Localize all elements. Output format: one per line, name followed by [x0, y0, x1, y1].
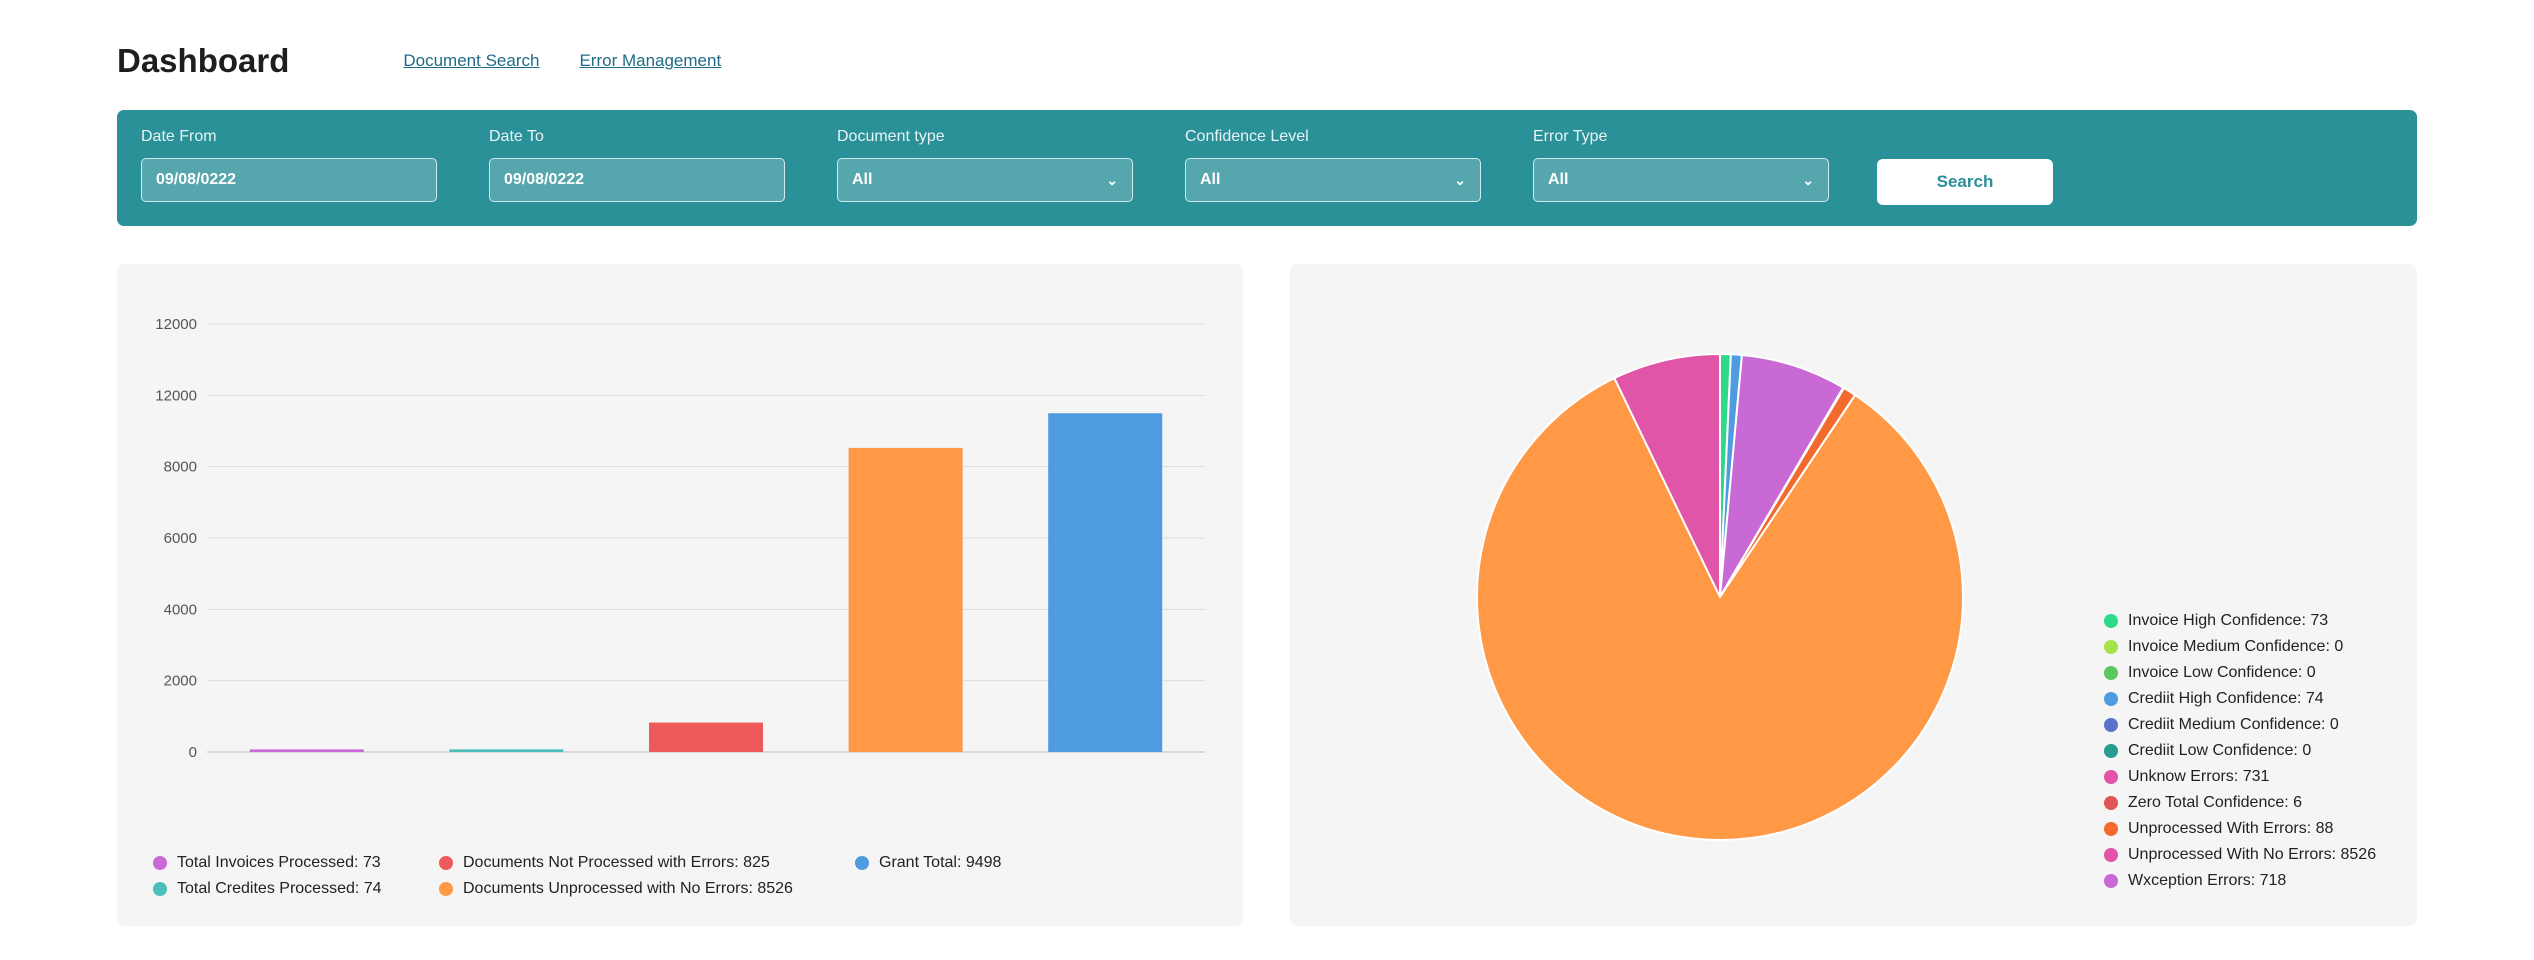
legend-item: Grant Total: 9498 — [855, 854, 1001, 872]
error-management-link[interactable]: Error Management — [579, 51, 722, 70]
legend-label: Unprocessed With No Errors: 8526 — [2128, 846, 2377, 863]
legend-item: Unknow Errors: 731 — [2104, 764, 2376, 790]
chevron-down-icon: ⌄ — [1802, 171, 1814, 188]
legend-swatch — [2104, 796, 2118, 810]
pie-chart — [1476, 352, 1964, 841]
legend-swatch — [2104, 614, 2118, 628]
legend-swatch — [439, 882, 453, 896]
confidence-level-label: Confidence Level — [1185, 128, 1309, 145]
error-type-value: All — [1548, 171, 1569, 188]
legend-label: Documents Unprocessed with No Errors: 85… — [463, 880, 793, 897]
pie-slice[interactable] — [1613, 352, 1721, 598]
legend-label: Total Credites Processed: 74 — [177, 880, 382, 897]
legend-label: Invoice Low Confidence: 0 — [2128, 664, 2316, 681]
legend-label: Crediit Low Confidence: 0 — [2128, 742, 2312, 759]
date-from-field: Date From 09/08/0222 — [141, 128, 437, 202]
bar[interactable] — [649, 722, 763, 752]
legend-item: Total Credites Processed: 74 — [153, 880, 382, 898]
bar[interactable] — [848, 447, 963, 752]
legend-item: Unprocessed With No Errors: 8526 — [2104, 842, 2376, 868]
bar[interactable] — [1048, 413, 1163, 752]
legend-swatch — [2104, 692, 2118, 706]
legend-swatch — [2104, 848, 2118, 862]
y-tick-label: 6000 — [164, 530, 197, 547]
page-header: Dashboard Document Search Error Manageme… — [117, 36, 721, 86]
legend-swatch — [855, 856, 869, 870]
y-tick-label: 8000 — [164, 459, 197, 476]
search-button[interactable]: Search — [1877, 159, 2053, 205]
legend-item: Wxception Errors: 718 — [2104, 868, 2376, 894]
confidence-level-field: Confidence Level All ⌄ — [1185, 128, 1481, 202]
pie-chart-panel: Invoice High Confidence: 73 Invoice Medi… — [1290, 264, 2417, 926]
document-search-link[interactable]: Document Search — [403, 51, 540, 70]
legend-swatch — [2104, 770, 2118, 784]
legend-swatch — [2104, 822, 2118, 836]
legend-label: Total Invoices Processed: 73 — [177, 854, 381, 871]
confidence-level-select[interactable]: All ⌄ — [1185, 158, 1481, 202]
date-from-value: 09/08/0222 — [156, 171, 237, 188]
legend-swatch — [2104, 718, 2118, 732]
legend-item: Zero Total Confidence: 6 — [2104, 790, 2376, 816]
date-from-input[interactable]: 09/08/0222 — [141, 158, 437, 202]
bar-chart: 0 2000 4000 6000 8000 12000 12000 — [155, 316, 1205, 761]
error-type-field: Error Type All ⌄ — [1533, 128, 1829, 202]
legend-item: Crediit Medium Confidence: 0 — [2104, 712, 2376, 738]
document-type-label: Document type — [837, 128, 945, 145]
date-from-label: Date From — [141, 128, 217, 145]
legend-item: Invoice Medium Confidence: 0 — [2104, 634, 2376, 660]
top-nav: Document Search Error Management — [403, 51, 721, 71]
legend-label: Unprocessed With Errors: 88 — [2128, 820, 2334, 837]
y-tick-label: 4000 — [164, 601, 197, 618]
y-tick-label: 12000 — [155, 316, 197, 333]
chevron-down-icon: ⌄ — [1454, 171, 1466, 188]
legend-item: Total Invoices Processed: 73 — [153, 854, 381, 872]
y-tick-label: 2000 — [164, 673, 197, 690]
error-type-select[interactable]: All ⌄ — [1533, 158, 1829, 202]
confidence-level-value: All — [1200, 171, 1221, 188]
document-type-value: All — [852, 171, 873, 188]
chevron-down-icon: ⌄ — [1106, 171, 1118, 188]
legend-item: Invoice Low Confidence: 0 — [2104, 660, 2376, 686]
error-type-label: Error Type — [1533, 128, 1608, 145]
legend-label: Invoice Medium Confidence: 0 — [2128, 638, 2344, 655]
legend-item: Documents Not Processed with Errors: 825 — [439, 854, 770, 872]
legend-swatch — [153, 882, 167, 896]
date-to-field: Date To 09/08/0222 — [489, 128, 785, 202]
legend-swatch — [2104, 744, 2118, 758]
page-title: Dashboard — [117, 42, 290, 79]
bar[interactable] — [249, 749, 364, 752]
y-tick-label: 12000 — [155, 387, 197, 404]
legend-swatch — [2104, 874, 2118, 888]
legend-label: Documents Not Processed with Errors: 825 — [463, 854, 770, 871]
legend-item: Unprocessed With Errors: 88 — [2104, 816, 2376, 842]
legend-swatch — [153, 856, 167, 870]
legend-label: Wxception Errors: 718 — [2128, 872, 2287, 889]
date-to-label: Date To — [489, 128, 544, 145]
legend-swatch — [439, 856, 453, 870]
y-tick-label: 0 — [189, 744, 197, 761]
pie-chart-legend: Invoice High Confidence: 73 Invoice Medi… — [2104, 608, 2376, 894]
document-type-select[interactable]: All ⌄ — [837, 158, 1133, 202]
bar-chart-panel: 0 2000 4000 6000 8000 12000 12000 Total Invoic… — [117, 264, 1243, 926]
legend-label: Crediit Medium Confidence: 0 — [2128, 716, 2339, 733]
legend-item: Crediit High Confidence: 74 — [2104, 686, 2376, 712]
legend-swatch — [2104, 666, 2118, 680]
pie-slice[interactable] — [1476, 376, 1964, 841]
legend-label: Grant Total: 9498 — [879, 854, 1002, 871]
document-type-field: Document type All ⌄ — [837, 128, 1133, 202]
date-to-value: 09/08/0222 — [504, 171, 585, 188]
legend-label: Invoice High Confidence: 73 — [2128, 612, 2329, 629]
bar[interactable] — [449, 749, 564, 752]
pie-slice[interactable] — [1719, 353, 1845, 598]
legend-swatch — [2104, 640, 2118, 654]
date-to-input[interactable]: 09/08/0222 — [489, 158, 785, 202]
legend-label: Zero Total Confidence: 6 — [2128, 794, 2303, 811]
filter-bar: Date From 09/08/0222 Date To 09/08/0222 … — [117, 110, 2417, 226]
bar-chart-legend: Total Invoices Processed: 73 Total Credi… — [153, 854, 1213, 914]
legend-item: Crediit Low Confidence: 0 — [2104, 738, 2376, 764]
legend-label: Crediit High Confidence: 74 — [2128, 690, 2324, 707]
legend-item: Documents Unprocessed with No Errors: 85… — [439, 880, 793, 898]
legend-label: Unknow Errors: 731 — [2128, 768, 2270, 785]
legend-item: Invoice High Confidence: 73 — [2104, 608, 2376, 634]
